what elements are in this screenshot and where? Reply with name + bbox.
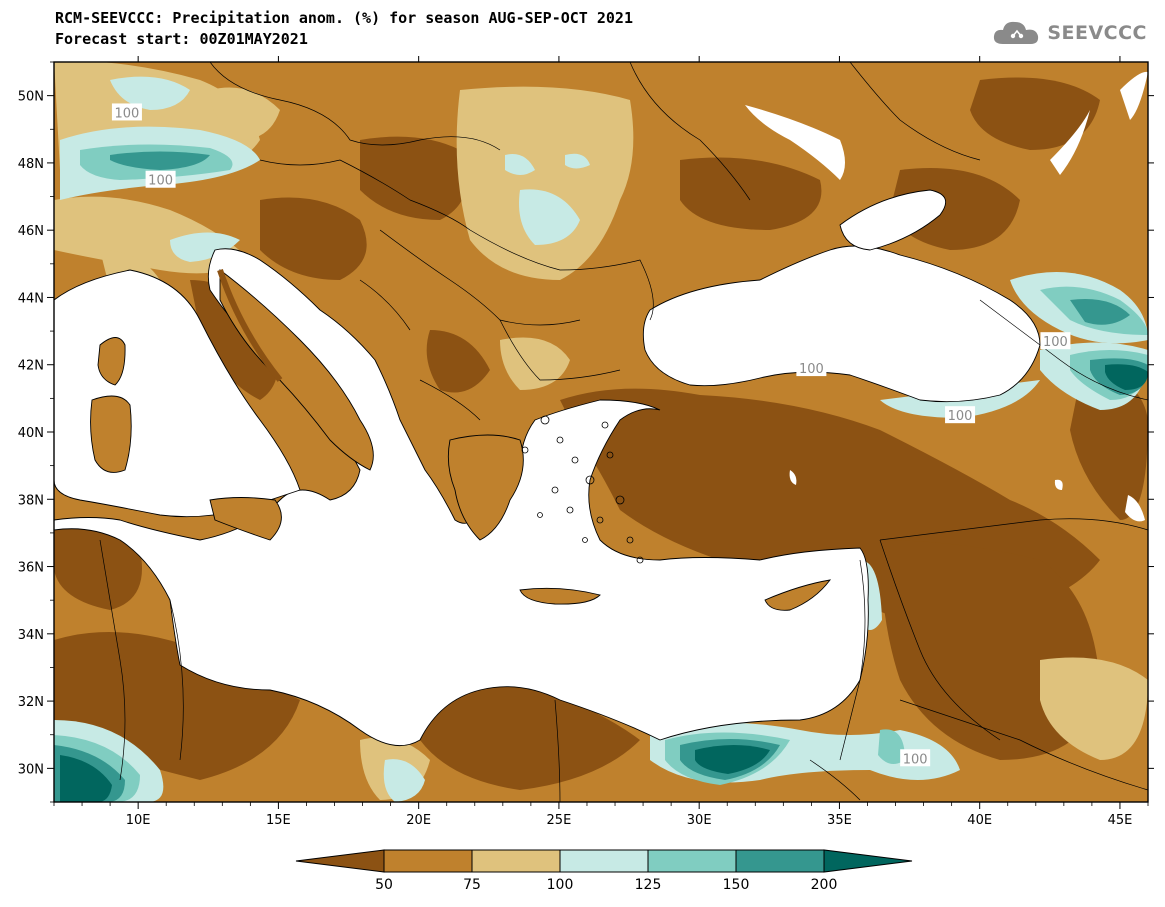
colorbar-label: 100 [547, 877, 574, 893]
lat-tick-label: 42N [18, 359, 44, 374]
cloud-icon [994, 21, 1039, 44]
logo-text: SEEVCCC [1047, 22, 1147, 44]
colorbar-segment [295, 849, 385, 873]
colorbar-label: 125 [635, 877, 662, 893]
colorbar-label: 200 [811, 877, 838, 893]
lat-tick-label: 36N [18, 561, 44, 576]
lon-tick-label: 45E [1108, 813, 1133, 828]
lat-tick-label: 48N [18, 157, 44, 172]
cyprus [764, 579, 832, 611]
contour-labels: 100 100 100 100 100 100 [111, 103, 1071, 767]
black-sea [642, 245, 1041, 403]
lat-tick-label: 38N [18, 493, 44, 508]
colorbar-segment [735, 849, 825, 873]
colorbar: 50 75 100 125 150 200 [295, 849, 913, 893]
lon-tick-label: 20E [406, 813, 431, 828]
crete [519, 587, 601, 605]
lon-tick-label: 10E [126, 813, 151, 828]
colorbar-label: 50 [375, 877, 393, 893]
contour-label: 100 [903, 752, 928, 767]
colorbar-segment [471, 849, 561, 873]
lon-tick-label: 15E [266, 813, 291, 828]
lon-tick-label: 30E [687, 813, 712, 828]
corsica [97, 337, 126, 386]
lon-tick-label: 40E [967, 813, 992, 828]
map-field [54, 62, 1148, 802]
contour-label-bg [145, 170, 176, 188]
colorbar-label: 150 [723, 877, 750, 893]
axes: 10E 15E 20E 25E 30E 35E 40E 45E 30N 32N 34N 36N 38N 4… [18, 56, 1154, 828]
colorbar-segment [559, 849, 649, 873]
contour-label: 100 [1043, 335, 1068, 350]
colorbar-label: 75 [463, 877, 481, 893]
forecast-start: Forecast start: 00Z01MAY2021 [55, 30, 308, 48]
sea-of-azov [839, 189, 947, 251]
aegean-islets [521, 415, 644, 564]
contour-label: 100 [148, 174, 173, 189]
colorbar-segment [383, 849, 473, 873]
extreme-wet-regions [60, 364, 1148, 802]
italy-dry-spine [217, 269, 283, 382]
contour-label: 100 [948, 409, 973, 424]
lat-tick-label: 34N [18, 628, 44, 643]
lat-tick-label: 32N [18, 695, 44, 710]
contour-label-bg [945, 406, 976, 424]
lat-tick-label: 40N [18, 426, 44, 441]
lat-tick-label: 46N [18, 224, 44, 239]
sardinia [90, 395, 132, 473]
chart-title: RCM-SEEVCCC: Precipitation anom. (%) for… [55, 9, 633, 27]
lat-tick-label: 44N [18, 291, 44, 306]
inland-water [745, 71, 1148, 522]
islands [90, 269, 832, 611]
contour-label-bg [796, 359, 827, 377]
greece [447, 434, 524, 541]
sicily [209, 497, 282, 541]
colorbar-segment [823, 849, 913, 873]
contour-label-bg [1040, 332, 1071, 350]
contour-label: 100 [799, 362, 824, 377]
lat-tick-label: 50N [18, 90, 44, 105]
seevccc-logo: SEEVCCC [991, 18, 1147, 48]
lat-tick-label: 30N [18, 762, 44, 777]
contour-label-bg [111, 103, 142, 121]
contour-label-bg [900, 749, 931, 767]
lon-tick-label: 25E [547, 813, 572, 828]
colorbar-segment [647, 849, 737, 873]
contour-label: 100 [115, 106, 140, 121]
lon-tick-label: 35E [827, 813, 852, 828]
country-borders [99, 62, 1148, 802]
